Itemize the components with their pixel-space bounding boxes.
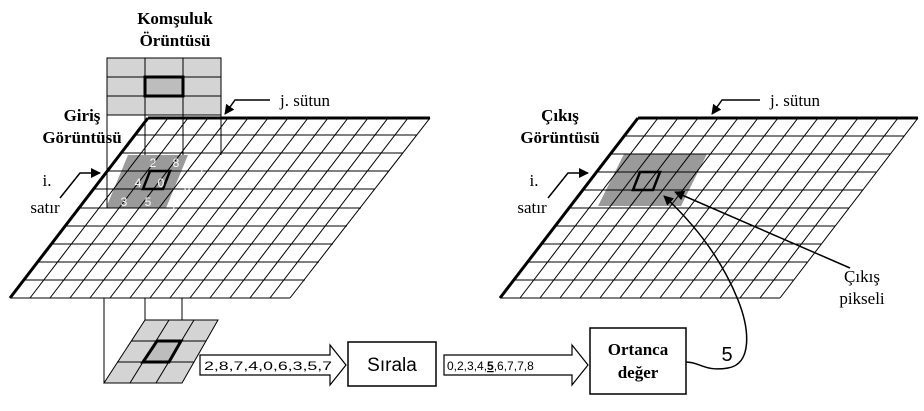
neighborhood-value: 6 xyxy=(184,180,191,194)
neighborhood-value: 7 xyxy=(171,200,178,214)
output-row-text-1: i. xyxy=(530,171,539,190)
neighborhood-pattern-top xyxy=(106,57,222,208)
neighborhood-value: 5 xyxy=(145,195,152,209)
input-title-line1: Giriş xyxy=(64,106,101,125)
input-column-label: j. sütun xyxy=(224,91,331,115)
output-pixel-label: Çıkış pikseli xyxy=(674,190,885,308)
neighborhood-pattern-bottom xyxy=(103,298,219,384)
output-image-grid xyxy=(498,116,919,299)
median-value: 5 xyxy=(721,344,732,366)
input-neighborhood-values: 2 8 7 4 0 6 3 5 7 xyxy=(121,156,204,214)
input-title-line2: Görüntüsü xyxy=(42,128,121,147)
neighborhood-value: 7 xyxy=(197,167,204,181)
median-box-line1: Ortanca xyxy=(608,340,669,359)
median-value-curve: 5 xyxy=(663,195,748,370)
sorted-sequence: 0,2,3,4,5,6,7,7,8 xyxy=(447,359,534,373)
sorted-after: ,6,7,7,8 xyxy=(494,359,534,373)
output-pixel-text-2: pikseli xyxy=(839,289,885,308)
neighborhood-value: 0 xyxy=(158,176,165,190)
median-box: Ortanca değer xyxy=(589,327,687,395)
output-center-pixel xyxy=(631,170,662,192)
pattern-bottom-center-cell xyxy=(140,339,184,364)
sort-label: Sırala xyxy=(367,355,417,376)
pattern-center-cell xyxy=(143,75,185,98)
unsorted-sequence: 2,8,7,4,0,6,3,5,7 xyxy=(204,359,332,373)
output-pixel-text-1: Çıkış xyxy=(844,267,880,286)
output-title-line2: Görüntüsü xyxy=(520,128,599,147)
neighborhood-value: 8 xyxy=(173,156,180,170)
neighborhood-value: 3 xyxy=(121,195,128,209)
input-row-text-2: satır xyxy=(30,198,60,217)
input-row-label: i. satır xyxy=(30,168,101,217)
neighborhood-value: 2 xyxy=(150,156,157,170)
input-image-grid: 2 8 7 4 0 6 3 5 7 xyxy=(8,116,431,299)
unsorted-arrow: 2,8,7,4,0,6,3,5,7 xyxy=(199,343,347,387)
sort-box: Sırala xyxy=(347,341,437,387)
output-row-label: i. satır xyxy=(517,168,589,217)
output-column-label: j. sütun xyxy=(711,91,821,115)
output-title-line1: Çıkış xyxy=(541,106,579,125)
sorted-median: 5 xyxy=(487,359,494,373)
neighborhood-value: 4 xyxy=(135,176,142,190)
median-box-line2: değer xyxy=(618,363,659,382)
input-column-text: j. sütun xyxy=(279,91,331,110)
input-center-pixel xyxy=(141,169,172,191)
neighborhood-title-line2: Örüntüsü xyxy=(140,31,211,50)
output-column-text: j. sütun xyxy=(769,91,821,110)
neighborhood-title-line1: Komşuluk xyxy=(137,9,213,28)
sorted-arrow: 0,2,3,4,5,6,7,7,8 xyxy=(443,343,589,387)
sorted-before: 0,2,3,4, xyxy=(447,359,487,373)
input-row-text-1: i. xyxy=(43,171,52,190)
output-row-text-2: satır xyxy=(517,198,547,217)
